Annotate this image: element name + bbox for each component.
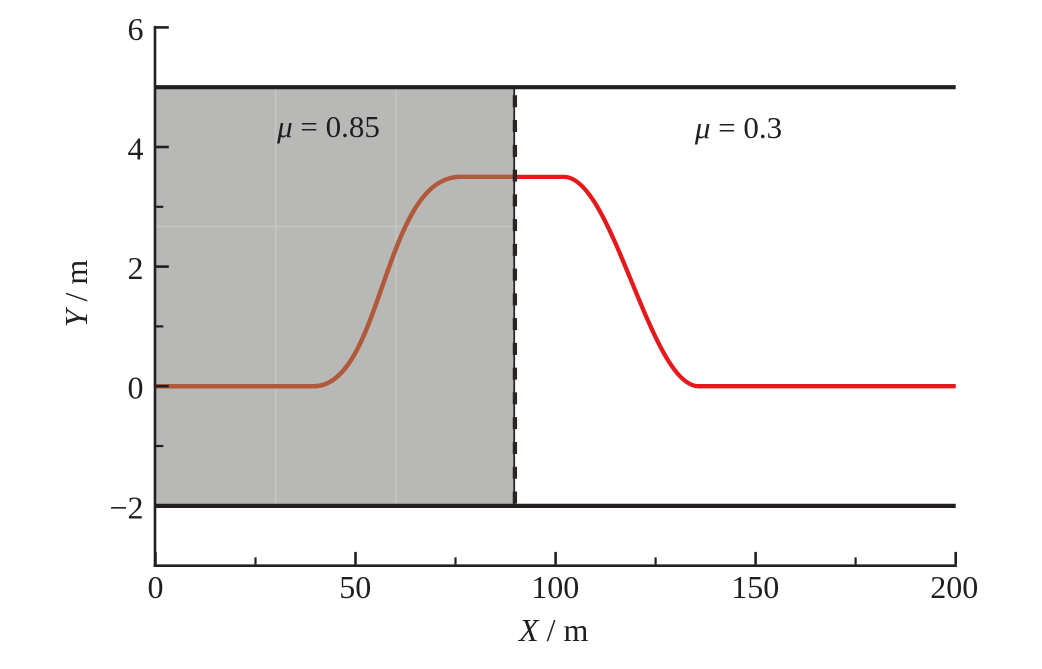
svg-text:X / m: X / m <box>517 612 588 648</box>
svg-text:6: 6 <box>128 11 144 47</box>
svg-text:−2: −2 <box>109 489 143 525</box>
svg-text:50: 50 <box>339 569 371 605</box>
svg-text:0: 0 <box>128 370 144 406</box>
svg-text:μ = 0.3: μ = 0.3 <box>694 110 782 145</box>
svg-text:0: 0 <box>148 569 164 605</box>
svg-text:4: 4 <box>128 130 144 166</box>
svg-text:200: 200 <box>930 569 978 605</box>
svg-text:150: 150 <box>731 569 779 605</box>
svg-text:μ = 0.85: μ = 0.85 <box>276 109 380 144</box>
svg-text:2: 2 <box>128 250 144 286</box>
svg-text:Y / m: Y / m <box>58 260 94 328</box>
svg-text:100: 100 <box>531 569 579 605</box>
